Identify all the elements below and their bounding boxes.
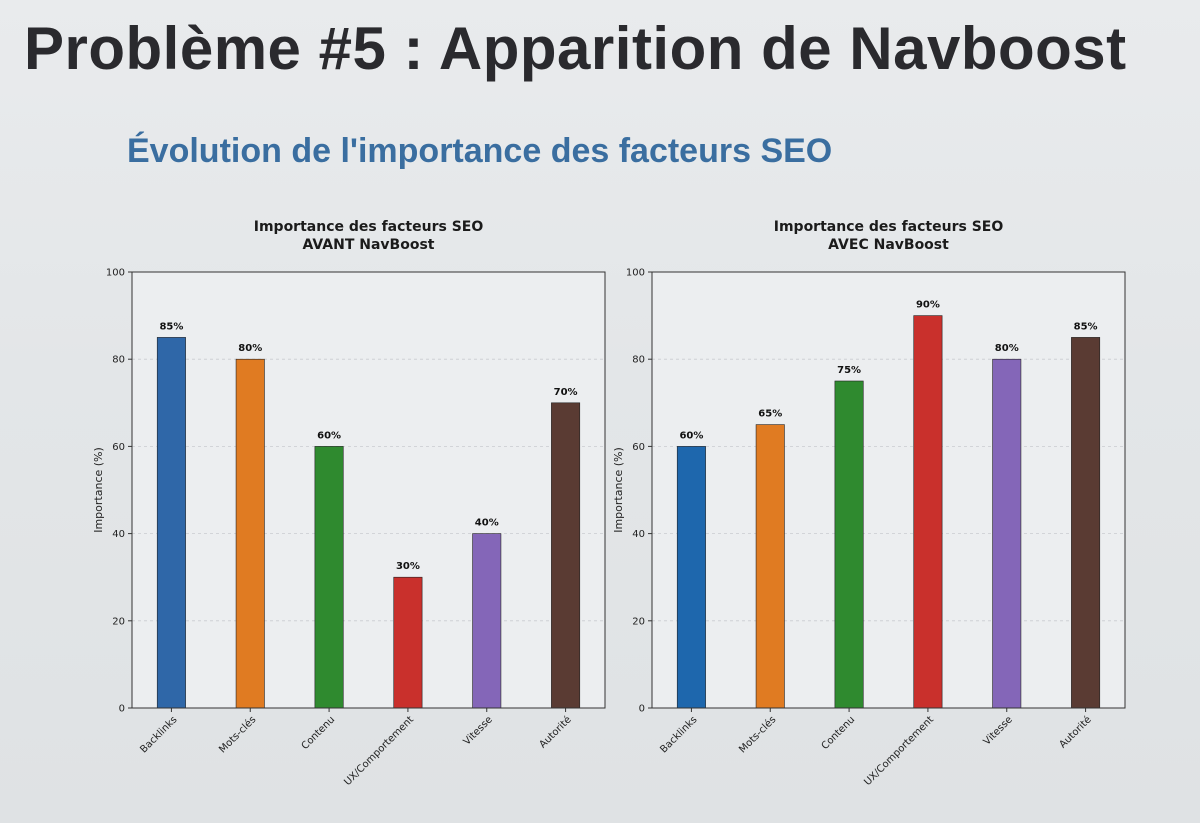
before-xtick-label-4: Vitesse (462, 714, 495, 747)
after-ytick-label: 80 (632, 355, 645, 366)
after-ytick-label: 40 (632, 529, 645, 540)
before-title: Importance des facteurs SEO AVANT NavBoos… (254, 219, 484, 253)
before-bar-0 (156, 337, 186, 709)
before-ytick-label: 60 (112, 442, 125, 453)
after-value-label-5: 85% (1074, 321, 1098, 332)
after-bar-0 (676, 446, 706, 709)
before-value-label-2: 60% (317, 430, 341, 441)
after-ytick-label: 100 (626, 268, 645, 279)
before-bar-1 (235, 358, 265, 709)
before-frame (131, 271, 606, 709)
after-bar-4 (992, 358, 1022, 709)
before-value-label-4: 40% (475, 518, 499, 529)
before-xtick-label-2: Contenu (300, 714, 338, 752)
before-ytick-label: 80 (112, 355, 125, 366)
before-bar-5 (551, 402, 581, 709)
after-value-label-2: 75% (837, 365, 861, 376)
after-ytick-label: 20 (632, 616, 645, 627)
slide-title: Problème #5 : Apparition de Navboost (24, 15, 1127, 82)
before-bar-4 (472, 533, 502, 709)
before-ylabel: Importance (%) (92, 447, 105, 533)
after-ytick-label: 0 (639, 704, 645, 715)
after-bar-2 (834, 380, 864, 709)
after-plot-area (652, 272, 1125, 708)
before-value-label-1: 80% (238, 343, 262, 354)
before-xtick-label-1: Mots-clés (217, 714, 259, 756)
chart-before-navboost: Importance des facteurs SEO AVANT NavBoos… (92, 219, 606, 788)
after-value-label-0: 60% (679, 430, 703, 441)
before-bar-2 (314, 446, 344, 709)
before-ytick-label: 40 (112, 529, 125, 540)
before-value-label-5: 70% (554, 387, 578, 398)
before-xtick-label-0: Backlinks (138, 714, 179, 755)
after-ylabel: Importance (%) (612, 447, 625, 533)
before-plot-area (132, 272, 605, 708)
slide-subtitle: Évolution de l'importance des facteurs S… (127, 132, 833, 170)
before-ytick-label: 0 (119, 704, 125, 715)
before-value-label-0: 85% (159, 321, 183, 332)
after-xtick-label-1: Mots-clés (737, 714, 779, 756)
after-xtick-label-5: Autorité (1057, 714, 1094, 751)
before-xtick-label-3: UX/Comportement (342, 714, 416, 788)
after-xtick-label-0: Backlinks (658, 714, 699, 755)
after-title: Importance des facteurs SEO AVEC NavBoost (774, 219, 1004, 253)
after-bar-1 (755, 424, 785, 709)
after-ytick-label: 60 (632, 442, 645, 453)
after-frame (651, 271, 1126, 709)
before-value-label-3: 30% (396, 561, 420, 572)
after-xtick-label-4: Vitesse (982, 714, 1015, 747)
after-value-label-1: 65% (758, 409, 782, 420)
before-ytick-label: 100 (106, 268, 125, 279)
after-xtick-label-2: Contenu (820, 714, 858, 752)
after-bar-5 (1071, 337, 1101, 709)
after-value-label-3: 90% (916, 300, 940, 311)
after-bar-3 (913, 315, 943, 709)
before-ytick-label: 20 (112, 616, 125, 627)
before-xtick-label-5: Autorité (537, 714, 574, 751)
before-bar-3 (393, 576, 423, 709)
after-xtick-label-3: UX/Comportement (862, 714, 936, 788)
after-value-label-4: 80% (995, 343, 1019, 354)
chart-with-navboost: Importance des facteurs SEO AVEC NavBoost… (612, 219, 1126, 788)
